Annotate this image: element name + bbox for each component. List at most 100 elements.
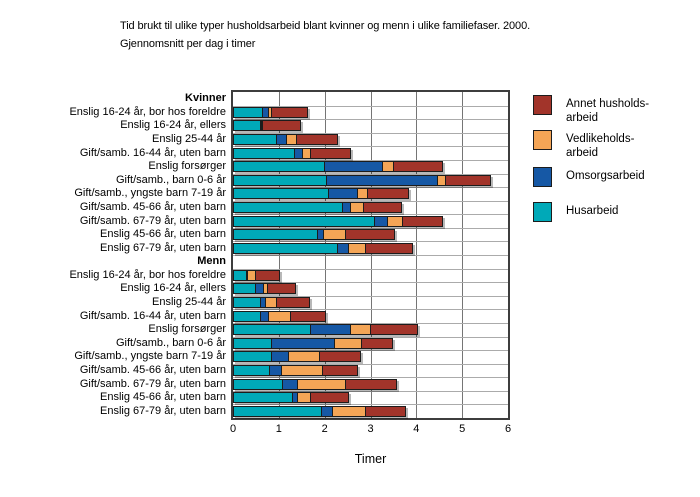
bar-segment-annet-husholdsarbeid <box>310 392 350 404</box>
gridline-horizontal <box>233 200 508 202</box>
gridline-horizontal <box>233 390 508 392</box>
bar-segment-annet-husholdsarbeid <box>365 242 414 254</box>
bar-segment-omsorgsarbeid <box>374 215 388 227</box>
gridline-horizontal <box>233 146 508 148</box>
bar-segment-omsorgsarbeid <box>282 378 299 390</box>
row-label: Gift/samb., yngste barn 7-19 år <box>74 350 226 363</box>
bar-segment-husarbeid <box>233 174 327 186</box>
legend-item-husarbeid: Husarbeid <box>533 202 618 222</box>
x-tick-label: 3 <box>367 423 374 435</box>
row-label: Gift/samb. 16-44 år, uten barn <box>79 309 226 322</box>
gridline-horizontal <box>233 322 508 324</box>
bar-segment-vedlikeholdsarbeid <box>347 242 367 254</box>
gridline-horizontal <box>233 295 508 297</box>
group-header: Menn <box>197 255 226 268</box>
x-tick-label: 4 <box>413 423 420 435</box>
bar-segment-husarbeid <box>233 106 263 118</box>
bar-segment-annet-husholdsarbeid <box>255 269 281 281</box>
bar-segment-annet-husholdsarbeid <box>271 106 308 118</box>
bar-segment-annet-husholdsarbeid <box>367 188 409 200</box>
bar-segment-husarbeid <box>233 392 293 404</box>
bar-segment-annet-husholdsarbeid <box>262 120 302 132</box>
plot-area: Kvinner Enslig 16-24 år, bor hos foreldre… <box>69 90 510 420</box>
bar-segment-husarbeid <box>233 229 318 241</box>
bar-segment-annet-husholdsarbeid <box>321 364 359 376</box>
stacked-bar <box>233 161 444 173</box>
x-axis-title: Timer <box>354 452 387 466</box>
bar-segment-vedlikeholdsarbeid <box>322 229 346 241</box>
row-label: Enslig 45-66 år, uten barn <box>100 228 226 241</box>
gridline-horizontal <box>233 173 508 175</box>
bar-segment-annet-husholdsarbeid <box>275 297 311 309</box>
stacked-bar <box>233 364 359 376</box>
bar-segment-annet-husholdsarbeid <box>344 229 395 241</box>
gridline-horizontal <box>233 187 508 189</box>
row-label: Enslig 16-24 år, bor hos foreldre <box>69 105 226 118</box>
stacked-bar <box>233 188 409 200</box>
gridline-horizontal <box>233 282 508 284</box>
bar-segment-vedlikeholdsarbeid <box>267 310 291 322</box>
row-label: Enslig 16-24 år, ellers <box>120 119 226 132</box>
bar-segment-husarbeid <box>233 161 325 173</box>
stacked-bar <box>233 310 327 322</box>
bar-segment-husarbeid <box>233 242 339 254</box>
bar-segment-omsorgsarbeid <box>328 188 359 200</box>
row-label: Gift/samb., yngste barn 7-19 år <box>74 187 226 200</box>
gridline-horizontal <box>233 159 508 161</box>
gridline-horizontal <box>233 214 508 216</box>
row-label: Gift/samb. 45-66 år, uten barn <box>79 363 226 376</box>
bar-segment-vedlikeholdsarbeid <box>350 201 364 213</box>
bar-segment-husarbeid <box>233 188 330 200</box>
bar-segment-annet-husholdsarbeid <box>289 310 327 322</box>
row-label: Enslig forsørger <box>148 160 226 173</box>
bar-segment-husarbeid <box>233 297 261 309</box>
row-label: Gift/samb., barn 0-6 år <box>115 336 226 349</box>
row-label: Gift/samb. 16-44 år, uten barn <box>79 146 226 159</box>
bar-segment-omsorgsarbeid <box>270 337 336 349</box>
legend-swatch-vedlikeholdsarbeid <box>533 130 552 150</box>
bar-segment-annet-husholdsarbeid <box>369 324 418 336</box>
group-header: Kvinner <box>185 92 226 105</box>
gridline-horizontal <box>233 363 508 365</box>
row-label: Enslig 67-79 år, uten barn <box>100 404 226 417</box>
gridline-horizontal <box>233 336 508 338</box>
bar-segment-annet-husholdsarbeid <box>319 351 361 363</box>
row-label: Gift/samb., barn 0-6 år <box>115 173 226 186</box>
row-label: Gift/samb. 67-79 år, uten barn <box>79 377 226 390</box>
bar-segment-husarbeid <box>233 310 261 322</box>
bar-segment-annet-husholdsarbeid <box>401 215 444 227</box>
chart-title: Tid brukt til ulike typer husholdsarbeid… <box>120 17 530 53</box>
bar-segment-annet-husholdsarbeid <box>266 283 297 295</box>
bar-segment-vedlikeholdsarbeid <box>297 378 346 390</box>
row-label: Enslig forsørger <box>148 323 226 336</box>
stacked-bar <box>233 134 338 146</box>
bar-segment-vedlikeholdsarbeid <box>386 215 403 227</box>
legend-item-omsorgsarbeid: Omsorgsarbeid <box>533 167 645 187</box>
bar-segment-husarbeid <box>233 324 311 336</box>
stacked-bar <box>233 324 418 336</box>
bar-segment-annet-husholdsarbeid <box>392 161 444 173</box>
x-tick-label: 5 <box>459 423 466 435</box>
row-label: Enslig 67-79 år, uten barn <box>100 241 226 254</box>
legend-label: Vedlikeholds-arbeid <box>566 133 635 159</box>
gridline-horizontal <box>233 404 508 406</box>
bar-segment-husarbeid <box>233 120 261 132</box>
chart-title-line1: Tid brukt til ulike typer husholdsarbeid… <box>120 20 531 32</box>
row-label: Enslig 25-44 år <box>152 133 226 146</box>
bar-segment-husarbeid <box>233 147 295 159</box>
bar-segment-husarbeid <box>233 201 343 213</box>
legend-swatch-omsorgsarbeid <box>533 167 552 187</box>
gridline-horizontal <box>233 132 508 134</box>
legend-label: Annet husholds-arbeid <box>566 98 650 124</box>
bar-segment-husarbeid <box>233 337 272 349</box>
legend-label: Husarbeid <box>566 205 619 217</box>
gridline-horizontal <box>233 268 508 270</box>
bar-segment-vedlikeholdsarbeid <box>288 351 321 363</box>
x-tick-label: 6 <box>504 423 512 435</box>
gridline-horizontal <box>233 255 508 256</box>
row-label: Enslig 25-44 år <box>152 296 226 309</box>
bar-segment-husarbeid <box>233 364 270 376</box>
bar-segment-omsorgsarbeid <box>323 161 384 173</box>
gridline-horizontal <box>233 377 508 379</box>
gridline-horizontal <box>233 350 508 352</box>
